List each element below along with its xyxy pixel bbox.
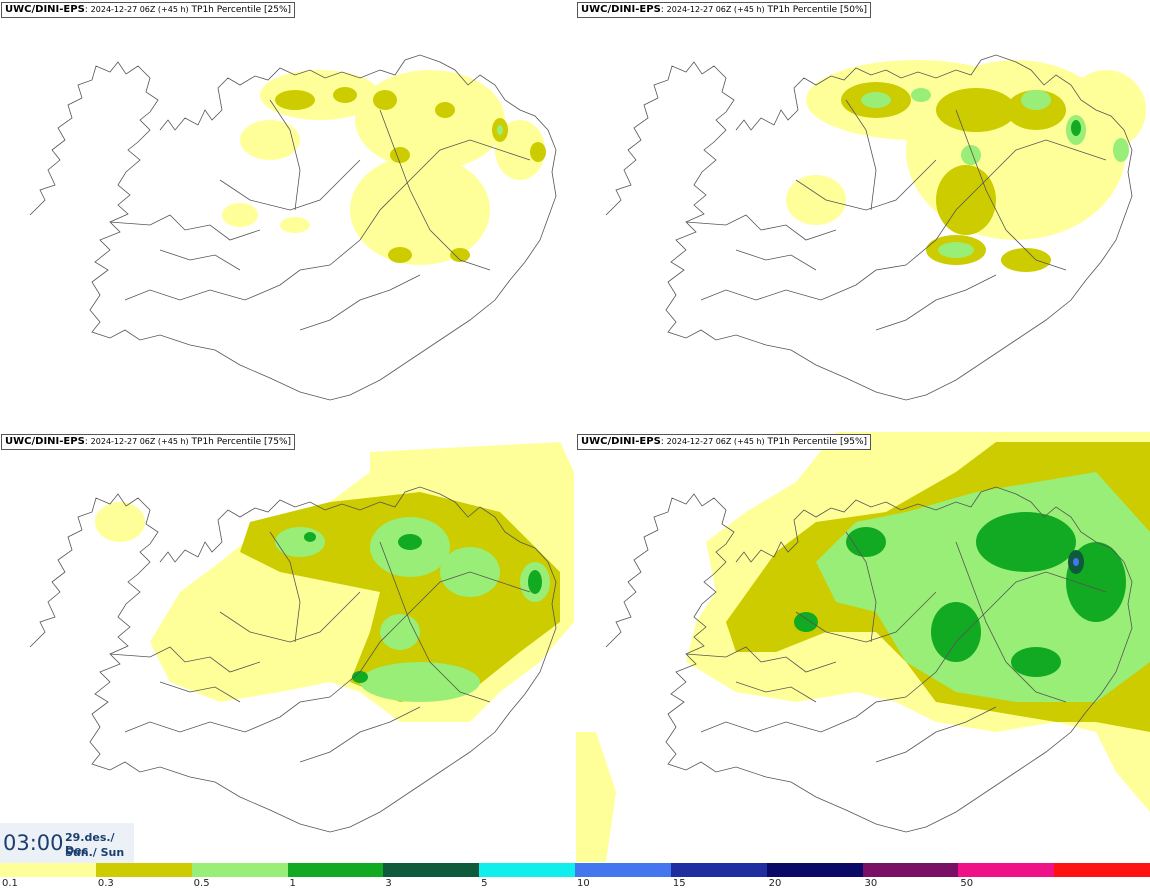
legend-label: 20: [768, 878, 782, 889]
map-panel-p75: UWC/DINI-EPS: 2024-12-27 06Z (+45 h) TP1…: [0, 432, 574, 862]
precip-map-p25: [29, 54, 557, 401]
legend-swatch: [766, 863, 863, 877]
panel-header: UWC/DINI-EPS: 2024-12-27 06Z (+45 h) TP1…: [577, 434, 872, 450]
legend-swatch: [0, 863, 96, 877]
legend-swatch: [575, 863, 671, 877]
run-time: 2024-12-27 06Z (+45 h): [666, 437, 765, 446]
legend-label: 15: [672, 878, 686, 889]
run-time: 2024-12-27 06Z (+45 h): [90, 5, 189, 14]
map-panel-p95: UWC/DINI-EPS: 2024-12-27 06Z (+45 h) TP1…: [576, 432, 1150, 862]
map-panel-p50: UWC/DINI-EPS: 2024-12-27 06Z (+45 h) TP1…: [576, 0, 1150, 430]
legend-swatch: [287, 863, 384, 877]
legend-swatch: [479, 863, 576, 877]
model-name: UWC/DINI-EPS: [5, 4, 85, 15]
legend-label: 0.1: [2, 878, 18, 889]
legend-swatch: [95, 863, 192, 877]
valid-day: Sun./ Sun: [65, 846, 125, 859]
legend-swatch: [383, 863, 480, 877]
legend-label: 3: [385, 878, 392, 889]
field-name: TP1h Percentile [75%]: [191, 437, 292, 447]
legend-swatch: [958, 863, 1055, 877]
valid-time-box: 03:00 29.des./ Dec Sun./ Sun: [0, 823, 134, 863]
valid-hour: 03:00: [3, 831, 64, 855]
precip-map-p75: [29, 442, 574, 833]
model-name: UWC/DINI-EPS: [5, 436, 85, 447]
legend-label: 30: [864, 878, 878, 889]
legend-swatch: [862, 863, 959, 877]
field-name: TP1h Percentile [50%]: [767, 5, 868, 15]
legend-label: 5: [481, 878, 488, 889]
legend-label: 10: [577, 878, 590, 889]
run-time: 2024-12-27 06Z (+45 h): [90, 437, 189, 446]
precip-map-p95: [576, 432, 1150, 862]
legend-swatch: [1054, 863, 1150, 877]
map-panel-p25: UWC/DINI-EPS: 2024-12-27 06Z (+45 h) TP1…: [0, 0, 574, 430]
legend-label: 0.3: [97, 878, 114, 889]
run-time: 2024-12-27 06Z (+45 h): [666, 5, 765, 14]
model-name: UWC/DINI-EPS: [581, 4, 661, 15]
valid-date: 29.des./ Dec: [65, 831, 115, 857]
panel-header: UWC/DINI-EPS: 2024-12-27 06Z (+45 h) TP1…: [1, 434, 296, 450]
model-name: UWC/DINI-EPS: [581, 436, 661, 447]
legend-label: 0.5: [193, 878, 210, 889]
legend-swatch: [191, 863, 288, 877]
precip-map-p50: [605, 54, 1146, 401]
legend-label: 50: [960, 878, 974, 889]
panel-header: UWC/DINI-EPS: 2024-12-27 06Z (+45 h) TP1…: [1, 2, 296, 18]
legend-swatch: [670, 863, 767, 877]
panel-header: UWC/DINI-EPS: 2024-12-27 06Z (+45 h) TP1…: [577, 2, 872, 18]
field-name: TP1h Percentile [25%]: [191, 5, 292, 15]
color-legend: 0.1 0.3 0.5 1 3 5 10 15 20 30 50: [0, 863, 1150, 891]
legend-label: 1: [289, 878, 296, 889]
field-name: TP1h Percentile [95%]: [767, 437, 868, 447]
